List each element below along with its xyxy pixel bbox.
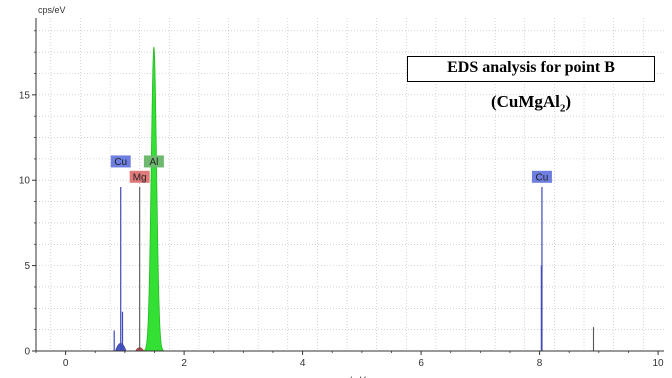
element-label-bg bbox=[531, 170, 552, 183]
formula-subscript: 2 bbox=[559, 102, 566, 115]
al-peak-area bbox=[142, 46, 165, 352]
axes: 0 5 10 15 0 2 4 6 8 10 cps/eV keV bbox=[19, 5, 664, 378]
x-tick-label: 2 bbox=[181, 358, 187, 369]
compound-formula: (CuMgAl2) bbox=[407, 92, 655, 114]
element-label-bg bbox=[143, 155, 164, 168]
spectrum bbox=[113, 46, 595, 352]
y-tick-label: 5 bbox=[24, 261, 30, 272]
element-label-mg: Mg bbox=[133, 172, 147, 183]
x-tick-label: 0 bbox=[63, 358, 69, 369]
x-axis-label: keV bbox=[350, 375, 366, 378]
x-tick-label: 10 bbox=[653, 358, 665, 369]
y-axis-label: cps/eV bbox=[38, 5, 66, 15]
x-tick-label: 4 bbox=[300, 358, 306, 369]
y-tick-label: 15 bbox=[19, 90, 31, 101]
element-labels: Cu MgAl Cu bbox=[110, 155, 552, 183]
y-tick-label: 10 bbox=[19, 176, 31, 187]
y-tick-label: 0 bbox=[24, 347, 30, 358]
element-label-cu: Cu bbox=[114, 157, 127, 168]
formula-main: (CuMgAl bbox=[490, 92, 560, 111]
analysis-title: EDS analysis for point B bbox=[407, 56, 655, 82]
element-label-al: Al bbox=[149, 157, 158, 168]
element-label-cu: Cu bbox=[536, 172, 549, 183]
element-label-bg bbox=[110, 155, 131, 168]
x-tick-label: 8 bbox=[537, 358, 543, 369]
formula-end: ) bbox=[565, 92, 572, 111]
element-label-bg bbox=[129, 170, 150, 183]
x-tick-label: 6 bbox=[418, 358, 424, 369]
